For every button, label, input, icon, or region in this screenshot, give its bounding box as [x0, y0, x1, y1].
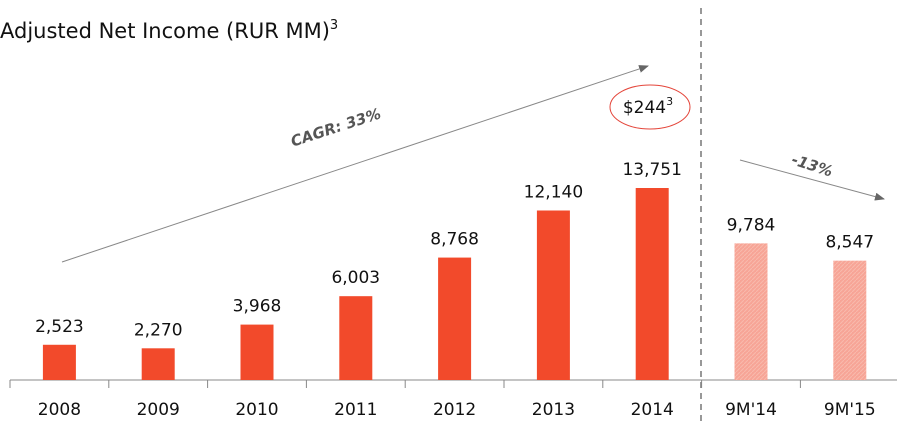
bar	[42, 344, 76, 380]
value-label: 3,968	[233, 297, 282, 317]
value-label: 9,784	[727, 215, 776, 235]
change-arrow	[739, 159, 885, 201]
bar	[833, 260, 867, 380]
value-label: 13,751	[622, 160, 681, 180]
x-tick-label: 2008	[38, 400, 81, 420]
cagr-arrow	[61, 65, 649, 263]
chart-title: Adjusted Net Income (RUR MM)3	[0, 18, 338, 44]
usd-text: $244	[623, 98, 666, 118]
x-tick-label: 9M'14	[725, 400, 777, 420]
bar	[536, 210, 570, 380]
x-tick-label: 2011	[334, 400, 377, 420]
value-label: 8,547	[825, 233, 874, 253]
value-label: 2,523	[35, 317, 84, 337]
x-tick-label: 2012	[433, 400, 476, 420]
usd-circle	[609, 84, 691, 130]
title-text: Adjusted Net Income (RUR MM)	[0, 19, 330, 43]
value-label: 12,140	[524, 182, 583, 202]
x-tick-label: 2014	[631, 400, 674, 420]
x-tick-label: 2010	[235, 400, 278, 420]
x-tick-label: 2013	[532, 400, 575, 420]
title-note: 3	[330, 18, 338, 33]
bar	[438, 257, 472, 380]
x-tick-label: 2009	[137, 400, 180, 420]
usd-label: $2443	[623, 95, 673, 118]
change-label: -13%	[789, 150, 835, 180]
value-label: 6,003	[331, 268, 380, 288]
bar	[240, 324, 274, 380]
x-tick-label: 9M'15	[824, 400, 876, 420]
value-label: 8,768	[430, 230, 479, 250]
cagr-label: CAGR: 33%	[289, 105, 384, 151]
usd-note: 3	[666, 95, 673, 108]
bar	[141, 348, 175, 380]
value-label: 2,270	[134, 320, 183, 340]
bar	[339, 296, 373, 380]
bar	[635, 188, 669, 380]
bar	[734, 243, 768, 380]
